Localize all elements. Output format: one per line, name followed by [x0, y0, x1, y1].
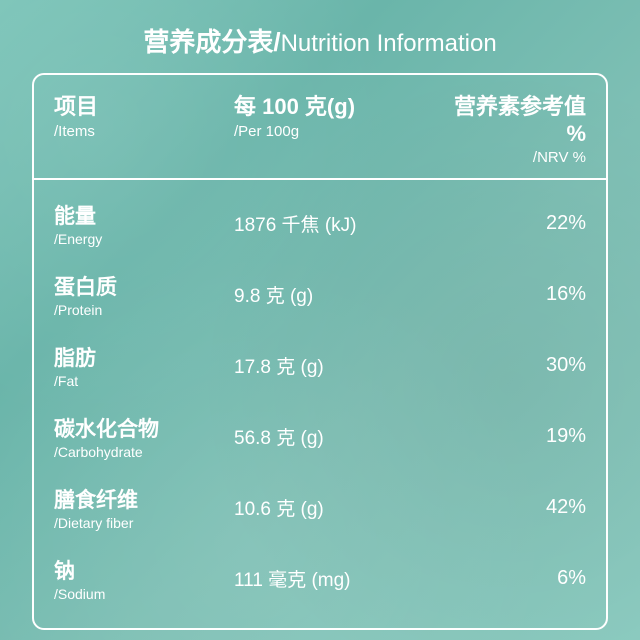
row-name-cn: 蛋白质	[54, 271, 234, 301]
header-nrv: 营养素参考值 % /NRV %	[434, 89, 586, 166]
table-row: 钠/Sodium111 毫克 (mg)6%	[54, 543, 586, 614]
row-name: 膳食纤维/Dietary fiber	[54, 484, 234, 531]
row-name-cn: 钠	[54, 555, 234, 585]
header-nrv-en: /NRV %	[434, 149, 586, 166]
row-nrv: 19%	[434, 425, 586, 448]
row-name-en: /Sodium	[54, 586, 234, 602]
table-body: 能量/Energy1876 千焦 (kJ)22%蛋白质/Protein9.8 克…	[34, 180, 606, 628]
header-per100g-cn: 每 100 克(g)	[234, 89, 434, 121]
table-row: 能量/Energy1876 千焦 (kJ)22%	[54, 188, 586, 259]
row-name-en: /Energy	[54, 231, 234, 247]
row-value: 9.8 克 (g)	[234, 281, 434, 308]
row-name: 脂肪/Fat	[54, 342, 234, 389]
row-name-cn: 能量	[54, 200, 234, 230]
row-name: 能量/Energy	[54, 200, 234, 247]
row-value: 10.6 克 (g)	[234, 494, 434, 521]
row-name-cn: 碳水化合物	[54, 413, 234, 443]
header-items-en: /Items	[54, 123, 234, 140]
row-name-cn: 膳食纤维	[54, 484, 234, 514]
header-per100g: 每 100 克(g) /Per 100g	[234, 89, 434, 166]
title-cn: 营养成分表	[143, 27, 273, 57]
nutrition-table: 项目 /Items 每 100 克(g) /Per 100g 营养素参考值 % …	[32, 73, 608, 630]
table-title: 营养成分表/Nutrition Information	[32, 22, 608, 59]
row-nrv: 6%	[434, 567, 586, 590]
table-row: 膳食纤维/Dietary fiber10.6 克 (g)42%	[54, 472, 586, 543]
row-nrv: 16%	[434, 283, 586, 306]
row-nrv: 22%	[434, 212, 586, 235]
row-nrv: 30%	[434, 354, 586, 377]
table-header: 项目 /Items 每 100 克(g) /Per 100g 营养素参考值 % …	[34, 75, 606, 180]
header-items: 项目 /Items	[54, 89, 234, 166]
row-value: 56.8 克 (g)	[234, 423, 434, 450]
row-name-en: /Fat	[54, 373, 234, 389]
title-en: Nutrition Information	[281, 30, 497, 57]
header-per100g-en: /Per 100g	[234, 123, 434, 140]
row-name-cn: 脂肪	[54, 342, 234, 372]
row-nrv: 42%	[434, 496, 586, 519]
row-value: 111 毫克 (mg)	[234, 565, 434, 592]
title-sep: /	[273, 27, 280, 57]
row-name-en: /Carbohydrate	[54, 444, 234, 460]
table-row: 脂肪/Fat17.8 克 (g)30%	[54, 330, 586, 401]
header-items-cn: 项目	[54, 89, 234, 121]
row-name-en: /Protein	[54, 302, 234, 318]
header-nrv-cn: 营养素参考值 %	[434, 89, 586, 147]
table-row: 碳水化合物/Carbohydrate56.8 克 (g)19%	[54, 401, 586, 472]
row-name-en: /Dietary fiber	[54, 515, 234, 531]
row-name: 钠/Sodium	[54, 555, 234, 602]
row-name: 碳水化合物/Carbohydrate	[54, 413, 234, 460]
row-name: 蛋白质/Protein	[54, 271, 234, 318]
row-value: 1876 千焦 (kJ)	[234, 210, 434, 237]
row-value: 17.8 克 (g)	[234, 352, 434, 379]
table-row: 蛋白质/Protein9.8 克 (g)16%	[54, 259, 586, 330]
